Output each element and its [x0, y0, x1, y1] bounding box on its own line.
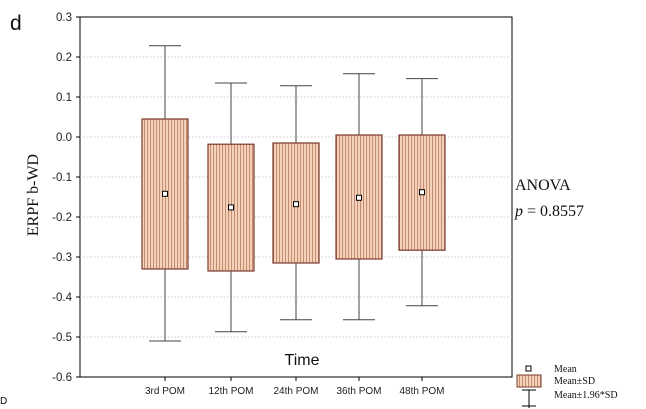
boxes — [141, 45, 446, 342]
x-tick-label: 48th POM — [399, 386, 444, 397]
x-axis-ticks: 3rd POM 12th POM 24th POM 36th POM 48th POM — [145, 377, 445, 397]
y-axis-ticks: 0.3 0.2 0.1 0.0 -0.1 -0.2 -0.3 -0.4 -0.5 -0.6 — [52, 12, 80, 384]
legend-whisker-icon — [522, 389, 536, 408]
y-axis-title: ERPF b-WD — [25, 154, 42, 236]
y-tick-label: -0.3 — [52, 252, 72, 264]
x-tick-label: 24th POM — [273, 386, 318, 397]
anova-label: ANOVA — [515, 177, 571, 194]
y-tick-label: 0.1 — [56, 92, 72, 104]
panel-label: d — [10, 12, 22, 35]
y-tick-label: -0.4 — [52, 292, 72, 304]
legend: Mean Mean±SD Mean±1.96*SD — [516, 364, 618, 408]
box-2 — [207, 82, 255, 333]
y-tick-label: 0.2 — [56, 52, 72, 64]
legend-mean-label: Mean — [554, 364, 577, 375]
p-symbol: p — [514, 203, 523, 220]
x-tick-label: 36th POM — [336, 386, 381, 397]
mean-marker — [419, 189, 425, 196]
edge-fragment: D — [0, 396, 7, 407]
x-axis-title: Time — [285, 352, 320, 369]
x-tick-label: 3rd POM — [145, 386, 185, 397]
y-tick-label: -0.6 — [52, 372, 72, 384]
box-4 — [335, 73, 383, 321]
y-tick-label: -0.1 — [52, 172, 72, 184]
p-value-annotation: p = 0.8557 — [514, 203, 584, 220]
y-tick-label: -0.2 — [52, 212, 72, 224]
p-value: = 0.8557 — [523, 203, 584, 220]
legend-mean-icon — [525, 365, 532, 372]
mean-marker — [293, 201, 299, 208]
box-5 — [398, 78, 446, 307]
y-tick-label: -0.5 — [52, 332, 72, 344]
legend-sd-icon — [516, 374, 542, 388]
legend-whisker-label: Mean±1.96*SD — [554, 390, 618, 401]
mean-marker — [356, 194, 362, 201]
mean-marker — [162, 190, 168, 197]
box-3 — [272, 85, 320, 321]
x-tick-label: 12th POM — [208, 386, 253, 397]
legend-sd-label: Mean±SD — [554, 376, 595, 387]
box-1 — [141, 45, 189, 342]
y-tick-label: 0.3 — [56, 12, 72, 24]
mean-marker — [228, 204, 234, 211]
y-tick-label: 0.0 — [56, 132, 72, 144]
